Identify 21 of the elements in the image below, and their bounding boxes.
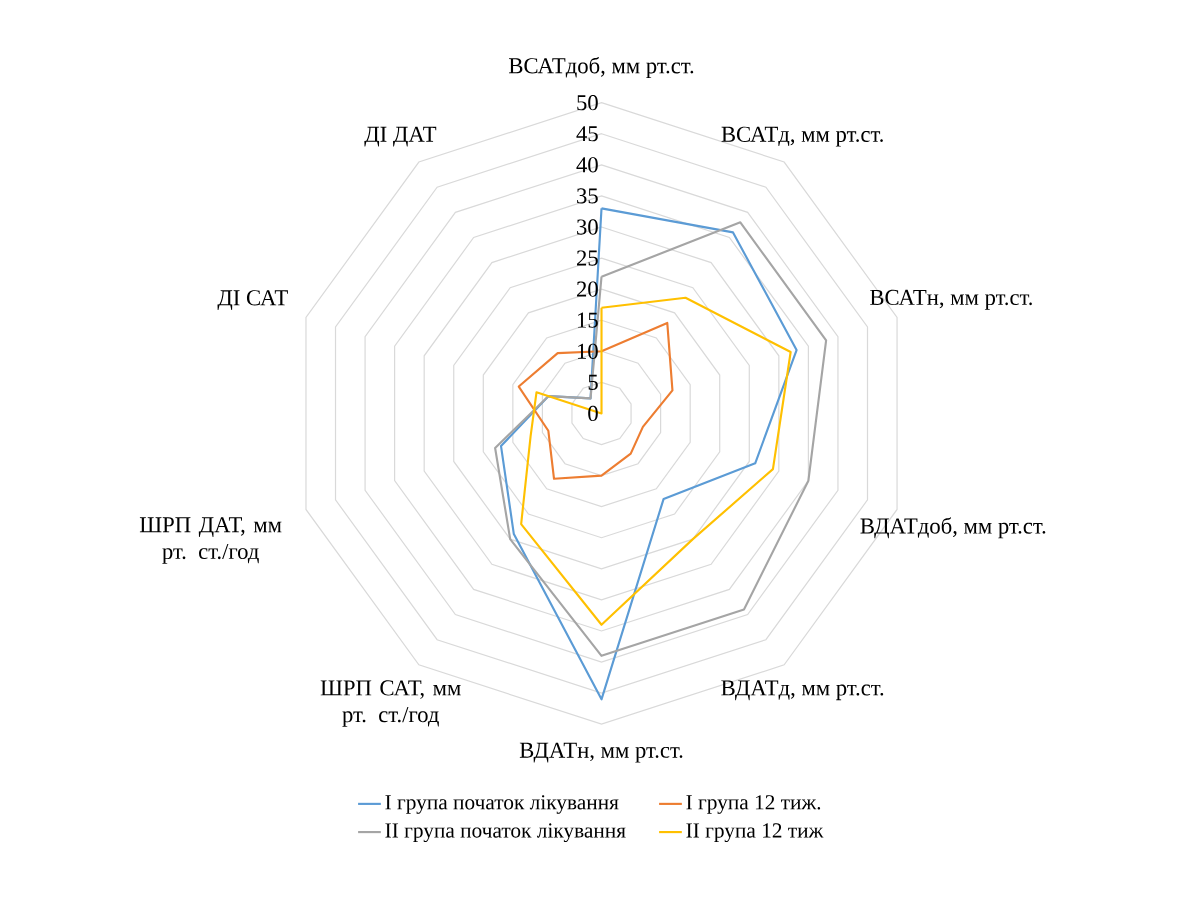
y-tick-label: 40 [576, 157, 598, 173]
spoke-label: ШРП САТ, мм рт. ст./год [320, 680, 461, 727]
spoke-label: ВДАТн, мм рт.ст. [519, 742, 683, 763]
y-tick-label: 35 [577, 188, 598, 204]
legend-label: І група 12 тиж. [686, 795, 821, 814]
legend-label: І група початок лікування [385, 795, 619, 814]
spoke-label: ВСАТд, мм рт.ст. [721, 126, 883, 147]
spoke-label: ВДАТдоб, мм рт.ст. [860, 517, 1046, 539]
y-tick-label: 50 [577, 95, 598, 111]
y-tick-label: 5 [588, 374, 598, 390]
spoke-label: ВДАТд, мм рт.ст. [721, 680, 884, 701]
spoke-label: ДІ ДАТ [364, 126, 437, 147]
spoke-label: ШРП ДАТ, мм рт. ст./год [139, 517, 282, 564]
spoke-label: ВСАТдоб, мм рт.ст. [509, 56, 694, 79]
spoke-label: ВСАТн, мм рт.ст. [870, 289, 1032, 310]
legend-label: ІІ група початок лікування [385, 823, 626, 843]
legend-label: ІІ група 12 тиж [686, 823, 824, 843]
y-tick-label: 30 [577, 219, 598, 235]
y-tick-label: 25 [577, 250, 598, 266]
y-tick-label: 45 [576, 126, 598, 142]
spoke-label: ДІ САТ [217, 290, 288, 311]
